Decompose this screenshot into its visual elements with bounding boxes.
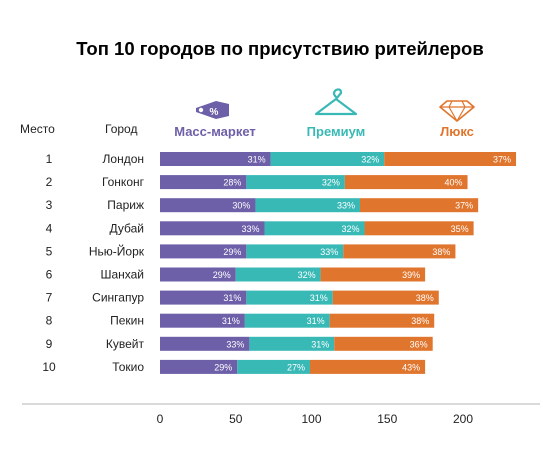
rank-label: 5 [46, 244, 53, 258]
rank-label: 8 [46, 314, 53, 328]
bar-segment [329, 313, 435, 328]
category-label: Дубай [110, 221, 145, 235]
x-tick-label: 150 [377, 412, 397, 426]
rank-label: 1 [46, 152, 53, 166]
category-label: Кувейт [106, 337, 145, 351]
bar-segment [334, 336, 433, 351]
category-label: Гонконг [102, 175, 145, 189]
bar-segment [160, 152, 271, 166]
data-label: 29% [214, 362, 232, 372]
category-label: Пекин [110, 314, 144, 328]
bar-segment [332, 290, 439, 305]
data-label: 36% [410, 339, 428, 349]
data-label: 33% [320, 247, 338, 257]
category-label: Сингапур [92, 291, 144, 305]
data-label: 29% [223, 247, 241, 257]
bar-segment [160, 313, 245, 328]
bar-segment [264, 221, 365, 236]
category-label: Токио [112, 360, 144, 374]
hanger-icon [314, 88, 358, 116]
legend-label: Люкс [440, 124, 474, 139]
data-label: 33% [226, 339, 244, 349]
data-label: 40% [445, 178, 463, 188]
data-label: 31% [248, 155, 266, 165]
data-label: 35% [451, 224, 469, 234]
rank-label: 10 [42, 360, 56, 374]
data-label: 38% [416, 293, 434, 303]
bar-segment [246, 244, 344, 259]
data-label: 31% [223, 293, 241, 303]
rank-label: 7 [46, 291, 53, 305]
bar-segment [249, 336, 335, 351]
bar-segment [246, 175, 345, 190]
bar-segment [237, 359, 310, 374]
bar-segment [309, 359, 426, 374]
bar-segment [160, 290, 247, 305]
legend-label: Масс-маркет [174, 124, 256, 139]
bar-segment [160, 198, 256, 213]
x-tick-label: 200 [453, 412, 473, 426]
rank-header: Место [20, 122, 55, 136]
chart-title: Топ 10 городов по присутствию ритейлеров [76, 38, 484, 59]
legend-label: Премиум [307, 124, 366, 139]
data-label: 31% [311, 339, 329, 349]
x-tick-label: 0 [157, 412, 164, 426]
data-label: 32% [322, 178, 340, 188]
data-label: 38% [411, 316, 429, 326]
price-tag-hole [198, 107, 204, 113]
bar-segment [384, 152, 517, 166]
bar-segment [235, 267, 321, 282]
data-label: 27% [287, 362, 305, 372]
data-label: 39% [402, 270, 420, 280]
x-tick-label: 100 [301, 412, 321, 426]
x-tick-label: 50 [229, 412, 243, 426]
data-label: 32% [361, 155, 379, 165]
data-label: 37% [493, 155, 511, 165]
bar-segment [255, 198, 360, 213]
rank-label: 3 [46, 198, 53, 212]
category-label: Шанхай [100, 268, 144, 282]
data-label: 33% [337, 201, 355, 211]
bar-segment [270, 152, 385, 166]
bar-segment [364, 221, 474, 236]
category-label: Лондон [103, 152, 144, 166]
price-tag-percent: % [210, 107, 219, 118]
data-label: 29% [213, 270, 231, 280]
price-tag-icon [196, 101, 229, 119]
category-label: Нью-Йорк [89, 243, 145, 258]
data-label: 31% [222, 316, 240, 326]
bar-segment [246, 290, 333, 305]
bar-segment [160, 359, 238, 374]
bar-segment [160, 267, 236, 282]
rank-label: 9 [46, 337, 53, 351]
diamond-facets [440, 100, 474, 122]
data-label: 31% [310, 293, 328, 303]
data-label: 32% [342, 224, 360, 234]
data-label: 30% [232, 201, 250, 211]
diamond-icon [439, 100, 475, 122]
bar-segment [160, 221, 265, 236]
bar-segment [160, 336, 250, 351]
rank-label: 4 [46, 221, 53, 235]
data-label: 38% [432, 247, 450, 257]
data-label: 28% [223, 178, 241, 188]
data-label: 37% [455, 201, 473, 211]
bar-segment [320, 267, 426, 282]
bar-segment [343, 244, 456, 259]
bar-segment [359, 198, 479, 213]
bar-segment [160, 244, 247, 259]
rank-label: 6 [46, 268, 53, 282]
data-label: 32% [298, 270, 316, 280]
bar-segment [344, 175, 468, 190]
data-label: 43% [402, 362, 420, 372]
city-header: Город [105, 122, 137, 136]
data-label: 33% [242, 224, 260, 234]
data-label: 31% [307, 316, 325, 326]
bar-segment [160, 175, 247, 190]
bar-segment [244, 313, 330, 328]
category-label: Париж [107, 198, 144, 212]
rank-label: 2 [46, 175, 53, 189]
